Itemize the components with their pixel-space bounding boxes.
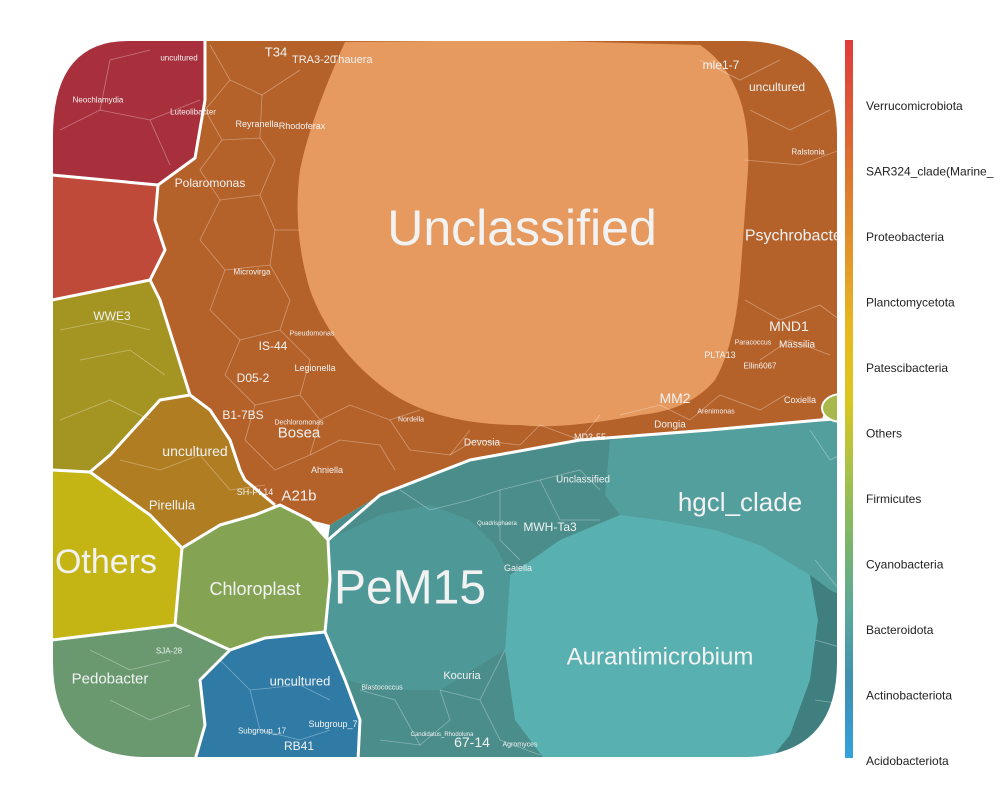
legend-entry: Planctomycetota — [866, 296, 955, 310]
cell-label: TRA3-20 — [292, 54, 336, 66]
phylum-boundaries — [52, 40, 838, 758]
cell-label: MWH-Ta3 — [523, 520, 577, 534]
legend-entry: Proteobacteria — [866, 230, 944, 244]
cell-labels: Unclassified PeM15 Others hgcl_clade Auranti… — [55, 45, 848, 754]
cell-label: mle1-7 — [703, 58, 740, 72]
cell-label: T34 — [265, 45, 287, 60]
cell-label: Gaiella — [504, 563, 532, 573]
legend-entry: Bacteroidota — [866, 623, 934, 637]
cell-label: Aurantimicrobium — [567, 644, 754, 671]
cell-label: MND1 — [769, 318, 809, 334]
cell-label: A21b — [281, 488, 316, 505]
cell-label: uncultured — [749, 80, 805, 94]
legend-colorbar — [845, 40, 853, 758]
region-planctomycetota — [90, 395, 275, 548]
cell-label: Thauera — [332, 54, 374, 66]
legend-entry: Others — [866, 427, 902, 441]
legend: Verrucomicrobiota SAR324_clade(Marine_ Pro… — [845, 40, 994, 768]
cell-label: Dongia — [654, 420, 686, 431]
cell-label: Psychrobacter — [745, 228, 848, 245]
cell-label: Nordella — [398, 417, 424, 424]
cell-label: Subgroup_17 — [238, 727, 287, 736]
cell-label: Paracoccus — [735, 340, 772, 347]
cell-label: SJA-28 — [156, 647, 183, 656]
small-firmicutes-cell — [821, 393, 838, 423]
legend-entry: Actinobacteriota — [866, 689, 952, 703]
cell-label: RB41 — [284, 739, 314, 753]
cell-label: Chloroplast — [209, 579, 300, 599]
cell-label: Luteolibacter — [170, 108, 216, 117]
legend-entry: Verrucomicrobiota — [866, 99, 963, 113]
treemap-plot-area — [52, 40, 838, 758]
cell-label: Pedobacter — [72, 671, 149, 688]
legend-entry: Cyanobacteria — [866, 558, 944, 572]
cell-label: MD3-55 — [574, 432, 606, 442]
cell-label: uncultured — [270, 674, 331, 689]
cell-label: Legionella — [294, 363, 335, 373]
cell-label: Devosia — [464, 438, 501, 449]
cell-label: Ahniella — [311, 465, 343, 475]
cell-label: Subgroup_7 — [308, 719, 357, 729]
cell-label: B1-7BS — [222, 408, 263, 422]
cell-label: Neochlamydia — [73, 96, 124, 105]
cell-label: Bosea — [278, 425, 321, 442]
legend-entry: Acidobacteriota — [866, 754, 949, 768]
cell-label: Kocuria — [443, 670, 481, 682]
cell-label: Candidatus_Rhodoluna — [411, 732, 474, 738]
cell-label: Dechloromonas — [274, 420, 324, 427]
region-verrucomicrobiota — [52, 40, 205, 185]
phylum-regions — [52, 40, 838, 758]
legend-entries: Verrucomicrobiota SAR324_clade(Marine_ Pro… — [866, 99, 994, 768]
cell-pem15 — [325, 505, 510, 690]
cell-label: Ellin6067 — [744, 362, 777, 371]
cell-aurantimicrobium — [505, 515, 818, 758]
cell-label: 67-14 — [454, 734, 490, 750]
cell-label: WWE3 — [93, 309, 131, 323]
region-acidobacteriota — [195, 632, 360, 758]
cell-label: Agromyces — [502, 742, 538, 749]
cell-label: Massilia — [779, 340, 816, 351]
cell-unclassified — [297, 40, 749, 427]
cell-label: SH-PL14 — [237, 487, 274, 497]
cell-label: D05-2 — [237, 371, 270, 385]
cell-label: PeM15 — [334, 562, 486, 615]
cell-label: uncultured — [160, 54, 197, 63]
region-bacteroidota — [52, 625, 230, 758]
legend-entry: Patescibacteria — [866, 361, 948, 375]
cell-label: Unclassified — [387, 200, 657, 256]
cell-label: hgcl_clade — [678, 487, 802, 517]
region-patescibacteria — [52, 280, 190, 472]
legend-entry: SAR324_clade(Marine_ — [866, 165, 994, 179]
cell-label: Rhodoferax — [279, 121, 326, 131]
cell-label: Reyranella — [235, 119, 278, 129]
cell-label: PLTA13 — [704, 350, 735, 360]
cell-label: Polaromonas — [175, 176, 246, 190]
legend-entry: Firmicutes — [866, 492, 921, 506]
cell-label: Ralstonia — [791, 148, 825, 157]
cell-label: IS-44 — [259, 339, 288, 353]
cell-label: uncultured — [162, 443, 227, 459]
cell-label: Pirellula — [149, 498, 196, 513]
cell-label: Quadrisphaera — [477, 521, 517, 527]
cell-label: Unclassified — [556, 475, 610, 486]
region-cyanobacteria — [175, 505, 330, 650]
region-sar324 — [52, 175, 165, 300]
cell-label: Coxiella — [784, 395, 816, 405]
cell-label: Blastococcus — [361, 685, 403, 692]
cell-label: Pseudomonas — [290, 331, 335, 338]
cell-label: Arenimonas — [697, 409, 735, 416]
cell-label: MM2 — [659, 390, 690, 406]
plot-frame — [51, 39, 839, 759]
cell-label: Others — [55, 543, 157, 581]
cell-label: Microvirga — [234, 268, 271, 277]
cell-hgcl-clade — [605, 420, 838, 600]
